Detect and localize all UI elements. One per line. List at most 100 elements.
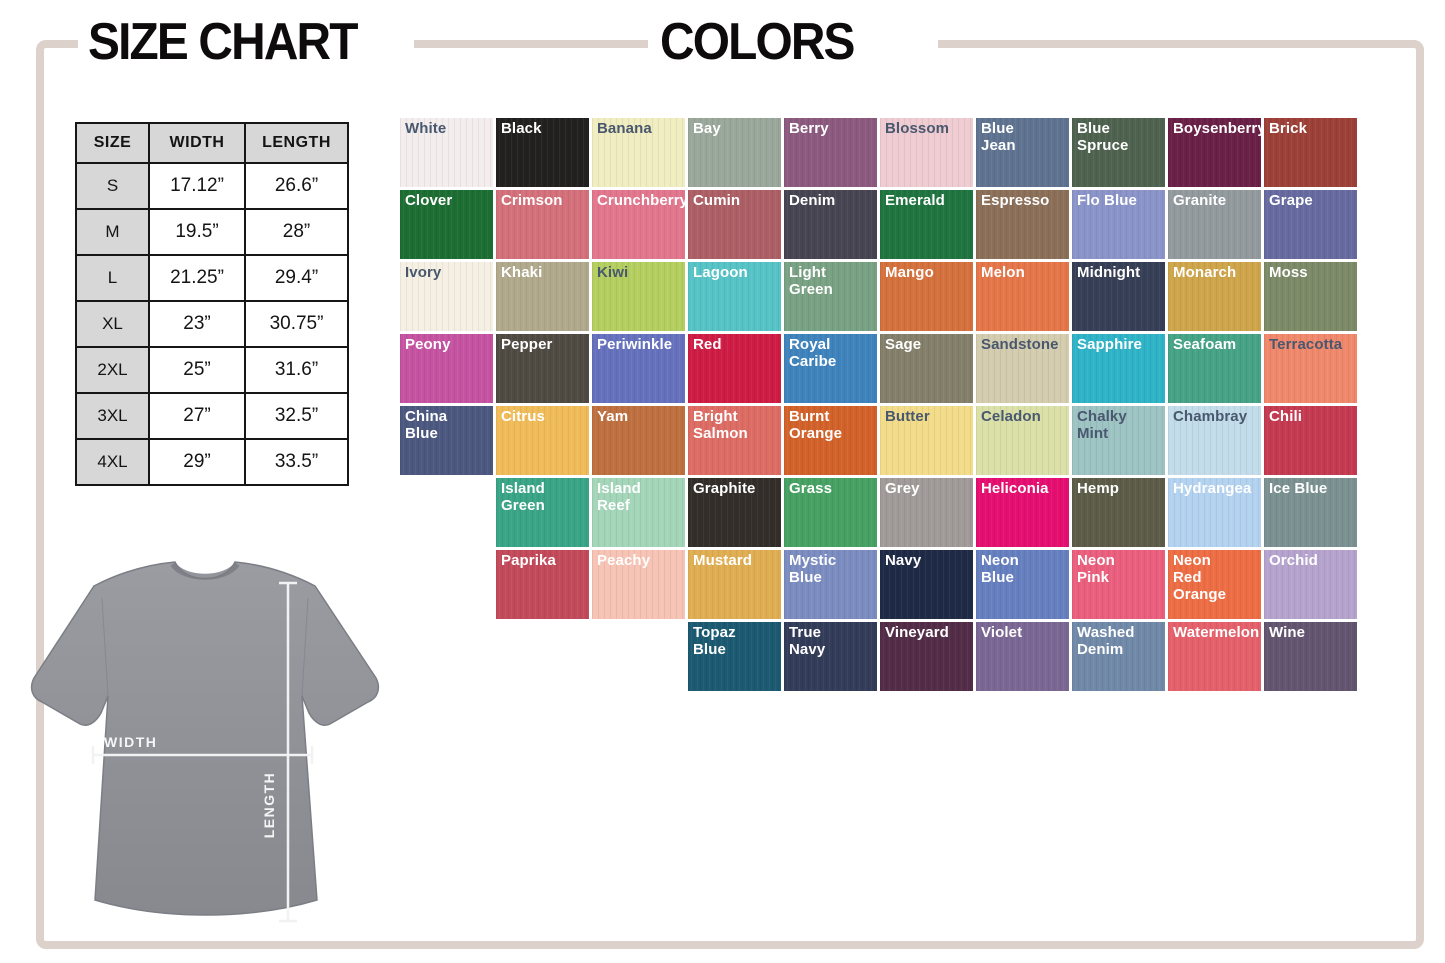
color-swatch-label: Light Green — [789, 264, 833, 298]
color-swatch: Kiwi — [592, 262, 685, 331]
color-swatch-label: Navy — [885, 552, 922, 569]
length-value: 26.6” — [244, 162, 349, 210]
color-swatch-label: Pepper — [501, 336, 553, 353]
color-swatch-label: Khaki — [501, 264, 543, 281]
color-swatch: Banana — [592, 118, 685, 187]
length-value: 32.5” — [244, 392, 349, 440]
color-swatch-label: Vineyard — [885, 624, 949, 641]
color-swatch-label: Cumin — [693, 192, 741, 209]
width-value: 21.25” — [148, 254, 246, 302]
color-swatch: Peony — [400, 334, 493, 403]
size-table-row: 4XL 29” 33.5” — [75, 438, 349, 486]
size-table-row: S 17.12” 26.6” — [75, 162, 349, 210]
color-swatch: Black — [496, 118, 589, 187]
color-swatch: True Navy — [784, 622, 877, 691]
color-swatch: Espresso — [976, 190, 1069, 259]
color-swatch-label: Midnight — [1077, 264, 1141, 281]
width-measure-line — [91, 746, 314, 764]
color-swatch-label: Sage — [885, 336, 922, 353]
color-swatch-label: Chambray — [1173, 408, 1248, 425]
color-swatch-label: Espresso — [981, 192, 1050, 209]
size-table-row: 3XL 27” 32.5” — [75, 392, 349, 440]
color-swatch-label: Peony — [405, 336, 451, 353]
length-value: 33.5” — [244, 438, 349, 486]
color-swatch: Crunchberry — [592, 190, 685, 259]
width-value: 25” — [148, 346, 246, 394]
width-column-header: WIDTH — [148, 122, 246, 164]
color-swatch-label: Topaz Blue — [693, 624, 736, 658]
color-swatch: Monarch — [1168, 262, 1261, 331]
color-swatch: Yam — [592, 406, 685, 475]
color-swatch: Neon Red Orange — [1168, 550, 1261, 619]
color-swatch: Light Green — [784, 262, 877, 331]
size-table-row: XL 23” 30.75” — [75, 300, 349, 348]
color-swatch: Chalky Mint — [1072, 406, 1165, 475]
width-value: 27” — [148, 392, 246, 440]
size-value: L — [75, 254, 150, 302]
size-column-header: SIZE — [75, 122, 150, 164]
color-swatch: Island Reef — [592, 478, 685, 547]
color-swatch-label: Banana — [597, 120, 652, 137]
color-swatch-label: Royal Caribe — [789, 336, 837, 370]
color-swatch-label: Mystic Blue — [789, 552, 837, 586]
size-value: 2XL — [75, 346, 150, 394]
color-swatch-label: Brick — [1269, 120, 1308, 137]
color-swatch: Denim — [784, 190, 877, 259]
color-swatch-label: Butter — [885, 408, 930, 425]
color-swatch-label: Lagoon — [693, 264, 748, 281]
width-value: 23” — [148, 300, 246, 348]
color-swatch-label: Flo Blue — [1077, 192, 1137, 209]
color-swatch-label: Mango — [885, 264, 934, 281]
color-swatch: Hydrangea — [1168, 478, 1261, 547]
color-swatch: Sapphire — [1072, 334, 1165, 403]
color-swatch-label: Moss — [1269, 264, 1308, 281]
color-swatch: Boysenberry — [1168, 118, 1261, 187]
color-swatch-label: Crimson — [501, 192, 563, 209]
color-swatch-grid: White Black Banana Bay Berry Blossom Blu… — [400, 118, 1357, 691]
color-swatch: Hemp — [1072, 478, 1165, 547]
color-swatch: Chili — [1264, 406, 1357, 475]
color-swatch: Grey — [880, 478, 973, 547]
color-swatch: Peachy — [592, 550, 685, 619]
color-swatch-label: Orchid — [1269, 552, 1318, 569]
color-swatch: Neon Pink — [1072, 550, 1165, 619]
size-chart-table: SIZE WIDTH LENGTH S 17.12” 26.6” M 19.5”… — [75, 122, 349, 486]
color-swatch-label: Celadon — [981, 408, 1041, 425]
color-swatch-label: Washed Denim — [1077, 624, 1135, 658]
color-swatch-label: Monarch — [1173, 264, 1237, 281]
color-swatch: Violet — [976, 622, 1069, 691]
sleeve-seam-right — [301, 597, 309, 697]
color-swatch: Grape — [1264, 190, 1357, 259]
color-swatch: Paprika — [496, 550, 589, 619]
color-swatch-label: Ice Blue — [1269, 480, 1328, 497]
sleeve-seam-left — [101, 597, 109, 697]
color-swatch-label: Boysenberry — [1173, 120, 1261, 137]
color-swatch: Periwinkle — [592, 334, 685, 403]
length-value: 30.75” — [244, 300, 349, 348]
size-value: M — [75, 208, 150, 256]
color-swatch-label: Blossom — [885, 120, 950, 137]
color-swatch-label: Sapphire — [1077, 336, 1142, 353]
color-swatch: Ice Blue — [1264, 478, 1357, 547]
length-measure-label: LENGTH — [261, 772, 277, 839]
color-swatch: Clover — [400, 190, 493, 259]
color-swatch: Seafoam — [1168, 334, 1261, 403]
color-swatch: Cumin — [688, 190, 781, 259]
color-swatch: Chambray — [1168, 406, 1261, 475]
color-swatch-label: Chili — [1269, 408, 1302, 425]
color-swatch: Royal Caribe — [784, 334, 877, 403]
length-value: 29.4” — [244, 254, 349, 302]
size-value: 3XL — [75, 392, 150, 440]
color-swatch-label: Chalky Mint — [1077, 408, 1127, 442]
length-measure-line — [279, 581, 297, 923]
width-measure-label: WIDTH — [104, 734, 157, 750]
size-value: XL — [75, 300, 150, 348]
color-swatch: Melon — [976, 262, 1069, 331]
color-swatch-label: Periwinkle — [597, 336, 673, 353]
color-swatch-label: Granite — [1173, 192, 1227, 209]
color-swatch-label: Grape — [1269, 192, 1313, 209]
color-swatch: Neon Blue — [976, 550, 1069, 619]
size-table-row: L 21.25” 29.4” — [75, 254, 349, 302]
length-value: 28” — [244, 208, 349, 256]
color-swatch: Bay — [688, 118, 781, 187]
